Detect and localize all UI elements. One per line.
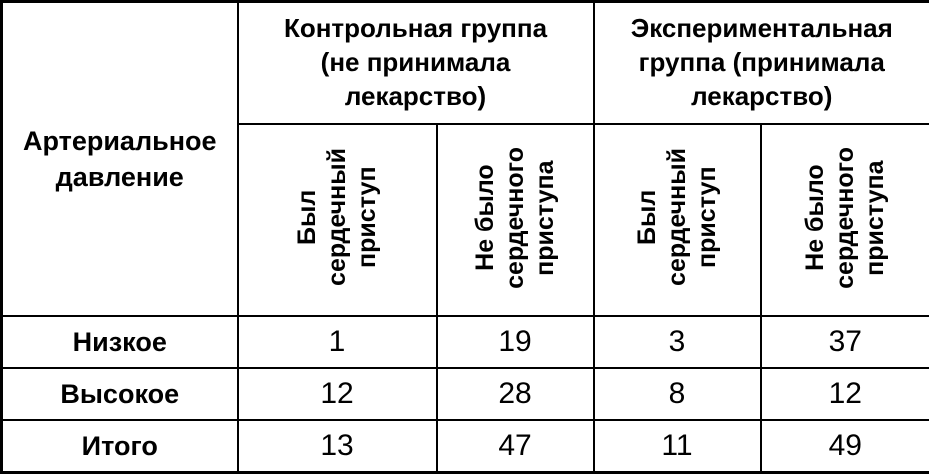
table-row-high: Высокое 12 28 8 12 <box>0 367 929 422</box>
subheader-experimental-no-attack: Не было сердечного приступа <box>759 122 929 318</box>
vertical-header-text: Был сердечный приступ <box>633 148 721 287</box>
table-row-total: Итого 13 47 11 49 <box>0 419 929 474</box>
data-cell: 1 <box>236 315 438 370</box>
data-cell: 37 <box>759 315 929 370</box>
row-label: Низкое <box>0 315 239 370</box>
vertical-header-text: Не было сердечного приступа <box>471 146 559 289</box>
control-group-header: Контрольная группа (не принимала лекарст… <box>236 0 595 125</box>
vertical-header-text: Не было сердечного приступа <box>801 146 890 289</box>
data-cell: 12 <box>236 367 438 422</box>
data-cell: 28 <box>435 367 595 422</box>
vertical-header-text: Был сердечный приступ <box>293 148 381 287</box>
row-label: Итого <box>0 419 239 474</box>
data-cell: 11 <box>592 419 762 474</box>
group-header-row: Артериальное давление Контрольная группа… <box>0 0 929 318</box>
table-row-low: Низкое 1 19 3 37 <box>0 315 929 370</box>
data-cell: 47 <box>435 419 595 474</box>
data-cell: 49 <box>759 419 929 474</box>
subheader-control-had-attack: Был сердечный приступ <box>236 122 438 318</box>
row-axis-header: Артериальное давление <box>0 0 239 318</box>
data-cell: 19 <box>435 315 595 370</box>
experimental-group-header: Экспериментальная группа (принимала лека… <box>592 0 929 125</box>
data-cell: 13 <box>236 419 438 474</box>
subheader-experimental-had-attack: Был сердечный приступ <box>592 122 762 318</box>
subheader-control-no-attack: Не было сердечного приступа <box>435 122 595 318</box>
data-cell: 12 <box>759 367 929 422</box>
row-label: Высокое <box>0 367 239 422</box>
data-cell: 3 <box>592 315 762 370</box>
data-cell: 8 <box>592 367 762 422</box>
sub-header-row: Был сердечный приступ Не было сердечного… <box>2 122 929 318</box>
